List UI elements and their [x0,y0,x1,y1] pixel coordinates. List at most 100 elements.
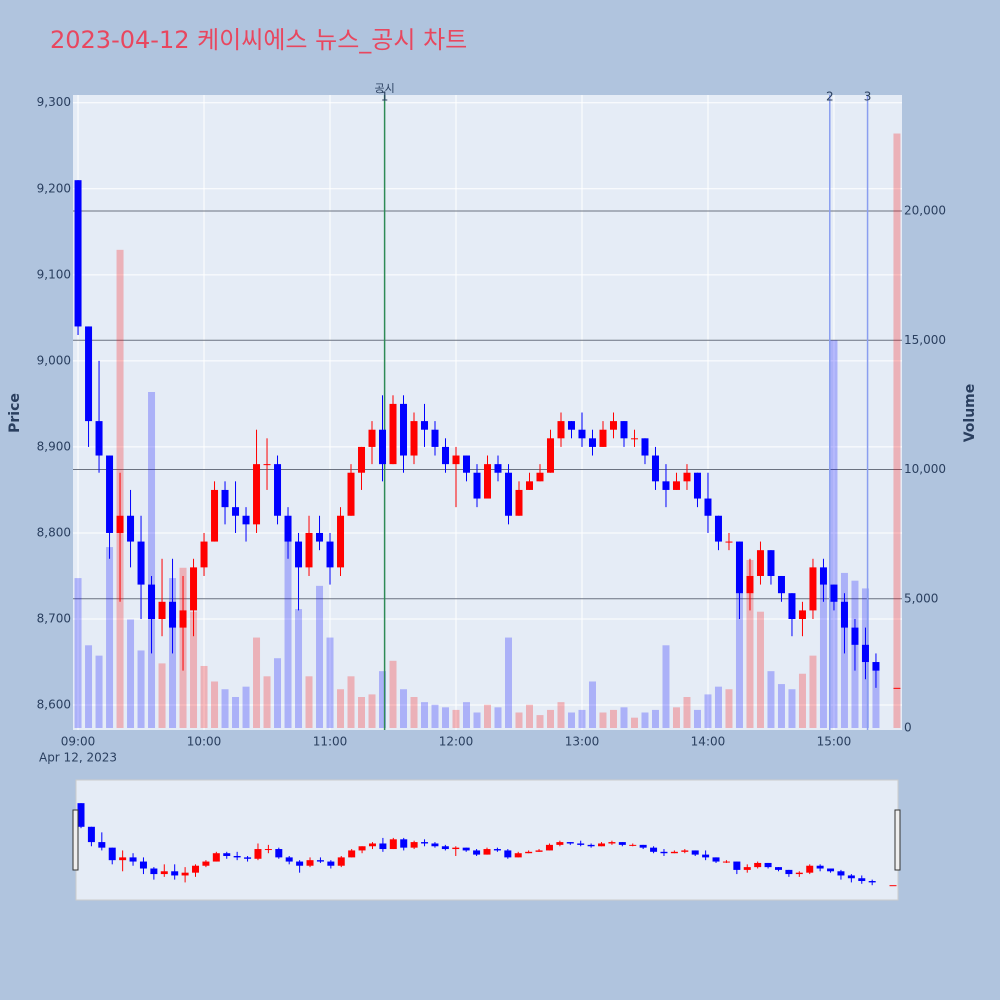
volume-bar [242,686,250,729]
candle-body [872,662,880,671]
y2-axis-title: Volume [962,384,978,443]
candle-body [546,438,554,473]
volume-bar [284,526,292,729]
candle-body [326,541,334,568]
candle-body [295,541,303,568]
candle-body [578,429,586,439]
candle-body [347,472,355,516]
x-tick-label: 09:00 [61,735,96,749]
volume-bar [735,583,743,729]
mini-candle-body [410,842,418,848]
volume-bar [620,707,628,729]
volume-bar [410,696,418,729]
volume-bar [316,585,324,729]
mini-candle-body [660,851,668,854]
range-handle [894,809,901,871]
candle-body [809,567,817,611]
mini-candle-body [608,842,616,844]
volume-bar [599,712,607,729]
mini-candle-body [400,839,408,848]
candle-body [557,421,565,439]
annotation-number: 2 [826,90,834,104]
candle-body [788,593,796,620]
volume-bar [442,707,450,729]
y-tick-label: 9,000 [37,353,71,367]
volume-bar [651,709,659,729]
candle-body [190,567,198,611]
volume-bar [494,707,502,729]
candle-body [620,421,628,439]
volume-bar [693,709,701,729]
mini-candle-body [296,861,304,866]
candle-body [379,429,387,465]
volume-bar [609,709,617,729]
mini-candle-body [691,850,699,855]
candle-body [389,403,397,465]
candle-body [725,541,733,543]
volume-bar [672,707,680,729]
y-tick-label: 8,600 [37,698,71,712]
x-tick-label: 11:00 [313,735,348,749]
volume-bar [421,702,429,729]
mini-candle-body [462,847,470,851]
candle-body [116,515,124,533]
mini-candle-body [785,869,793,875]
y-tick-label: 9,200 [37,181,71,195]
annotation-number: 3 [864,90,872,104]
volume-bar [295,609,303,729]
volume-bar [274,658,282,729]
x-tick-label: 12:00 [439,735,474,749]
mini-candle-body [795,872,803,875]
y-tick-label: 9,100 [37,267,71,281]
mini-candle-body [254,849,262,859]
candle-body [630,438,638,440]
mini-candle-body [181,872,189,876]
candle-body [85,326,93,422]
candle-body [641,438,649,456]
mini-candle-body [868,881,876,883]
candle-body [452,455,460,465]
candle-body [851,627,859,645]
mini-candle-body [212,853,220,862]
candle-body [777,575,785,594]
mini-candle-body [368,843,376,847]
mini-candle-body [629,844,637,846]
mini-candle-body [556,842,564,845]
y-tick-label: 8,700 [37,612,71,626]
candle-body [221,489,229,508]
mini-candle-body [441,846,449,850]
candle-body [158,601,166,620]
mini-candle-body [108,847,116,861]
candle-body [484,464,491,499]
candle-body [305,532,313,568]
candle-body [74,180,82,327]
volume-bar [137,650,145,729]
volume-bar [263,676,271,729]
volume-bar [190,611,198,729]
candle-body [400,403,408,456]
candle-body [232,507,240,516]
candle-body [337,515,345,568]
candle-body [767,550,775,576]
candle-body [893,687,901,689]
volume-bar [536,715,544,729]
volume-bar [337,689,345,729]
candle-body [525,481,533,490]
candle-body [672,481,680,490]
candle-body [494,464,502,473]
candle-body [861,644,869,663]
range-slider[interactable] [75,779,899,901]
volume-bar [211,681,219,729]
annotation-number: 1 [381,90,389,104]
mini-candle-body [473,850,481,855]
mini-candle-body [733,861,741,870]
candle-body [137,541,145,585]
y2-tick-label: 5,000 [904,591,938,605]
volume-bar [798,673,806,729]
volume-bar [819,583,827,729]
mini-candle-body [816,865,824,869]
y2-tick-label: 20,000 [904,204,946,218]
candle-body [106,455,114,533]
volume-bar [641,712,649,729]
y-tick-label: 8,900 [37,439,71,453]
